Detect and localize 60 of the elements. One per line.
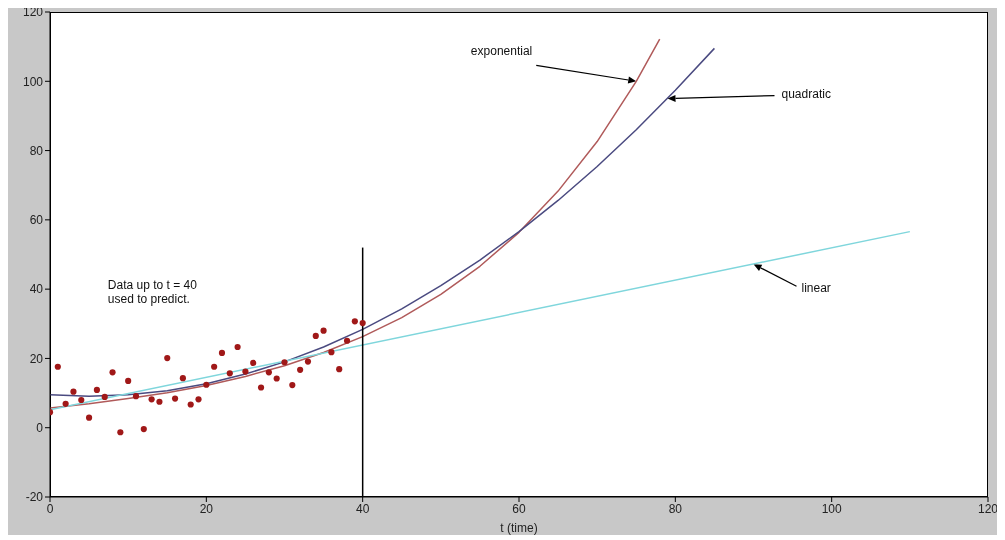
point [70, 388, 77, 395]
point [125, 377, 132, 385]
point [117, 429, 124, 436]
annotation: quadratic [781, 86, 831, 101]
x-tick-label: 100 [821, 501, 842, 516]
y-tick-label: 60 [29, 213, 44, 228]
point [320, 327, 327, 334]
point [140, 426, 147, 433]
point [234, 343, 241, 351]
x-tick-label: 80 [668, 501, 683, 516]
point [164, 355, 171, 362]
point [343, 337, 351, 344]
point [54, 363, 61, 370]
y-tick-label: 20 [29, 351, 44, 366]
annotation: linear [801, 281, 831, 296]
annotation: Data up to t = 40 used to predict. [107, 278, 198, 307]
point [156, 398, 163, 405]
point [187, 401, 194, 408]
x-tick-label: 120 [977, 501, 999, 516]
annotation: exponential [470, 44, 533, 59]
y-tick-label: 120 [22, 5, 44, 20]
x-tick-label: 60 [512, 501, 526, 516]
point [265, 369, 272, 376]
point [312, 332, 319, 339]
point [93, 386, 100, 394]
point [297, 366, 304, 373]
x-axis-title: t (time) [500, 521, 538, 535]
point [226, 370, 233, 377]
point [132, 393, 140, 400]
point [242, 368, 249, 375]
point [359, 320, 366, 327]
point [85, 414, 93, 421]
x-tick-label: 20 [199, 501, 214, 516]
point [289, 382, 296, 389]
x-tick-label: 40 [355, 501, 370, 516]
point [211, 363, 218, 370]
point [273, 375, 280, 382]
y-tick-label: -20 [25, 490, 44, 505]
point [179, 375, 186, 382]
point [351, 318, 358, 325]
point [336, 366, 343, 373]
y-tick-label: 40 [29, 282, 44, 297]
point [78, 396, 85, 404]
point [195, 396, 202, 403]
point [257, 384, 265, 391]
point [328, 349, 335, 356]
point [203, 381, 210, 388]
y-tick-label: 0 [36, 420, 44, 435]
point [109, 369, 116, 376]
x-tick-label: 0 [46, 501, 54, 516]
y-tick-label: 100 [22, 74, 44, 89]
point [101, 393, 108, 400]
point [171, 395, 179, 402]
point [304, 358, 312, 365]
point [148, 396, 155, 403]
y-tick-label: 80 [29, 143, 44, 158]
point [218, 349, 226, 356]
point [62, 400, 69, 407]
point [250, 359, 257, 367]
point [281, 359, 288, 366]
